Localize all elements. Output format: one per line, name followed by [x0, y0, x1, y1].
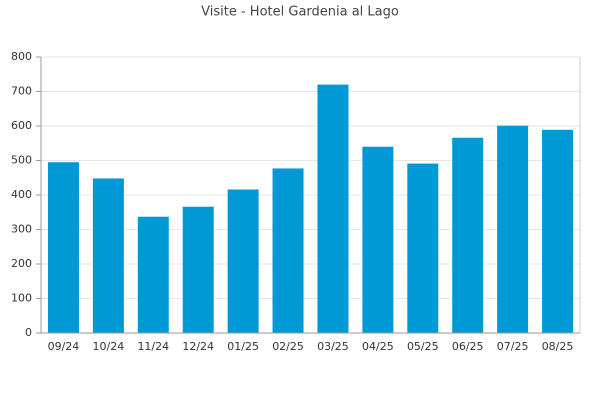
y-tick-label: 500 — [11, 154, 32, 167]
bar — [272, 168, 304, 333]
x-tick-label: 05/25 — [407, 340, 439, 353]
x-tick-label: 08/25 — [542, 340, 574, 353]
bar — [452, 137, 484, 333]
x-tick-label: 11/24 — [137, 340, 169, 353]
x-tick-label: 04/25 — [362, 340, 394, 353]
bar — [92, 178, 124, 333]
x-tick-label: 06/25 — [452, 340, 484, 353]
y-tick-label: 400 — [11, 188, 32, 201]
y-tick-label: 600 — [11, 119, 32, 132]
bar — [182, 206, 214, 333]
x-tick-label: 01/25 — [227, 340, 259, 353]
bar — [542, 129, 574, 333]
x-tick-label: 07/25 — [497, 340, 529, 353]
y-tick-label: 100 — [11, 292, 32, 305]
bar — [362, 146, 394, 333]
bar — [497, 125, 529, 333]
x-tick-label: 10/24 — [93, 340, 125, 353]
x-tick-label: 12/24 — [182, 340, 214, 353]
bar — [227, 189, 259, 333]
x-tick-label: 02/25 — [272, 340, 304, 353]
x-tick-label: 09/24 — [48, 340, 80, 353]
y-tick-label: 300 — [11, 223, 32, 236]
bar — [137, 216, 169, 333]
bar — [407, 163, 439, 333]
bar — [47, 162, 79, 333]
y-tick-label: 800 — [11, 50, 32, 63]
chart-title: Visite - Hotel Gardenia al Lago — [201, 5, 399, 20]
bar — [317, 84, 349, 333]
y-tick-label: 200 — [11, 257, 32, 270]
x-tick-label: 03/25 — [317, 340, 349, 353]
y-tick-label: 700 — [11, 85, 32, 98]
y-tick-label: 0 — [25, 326, 32, 339]
